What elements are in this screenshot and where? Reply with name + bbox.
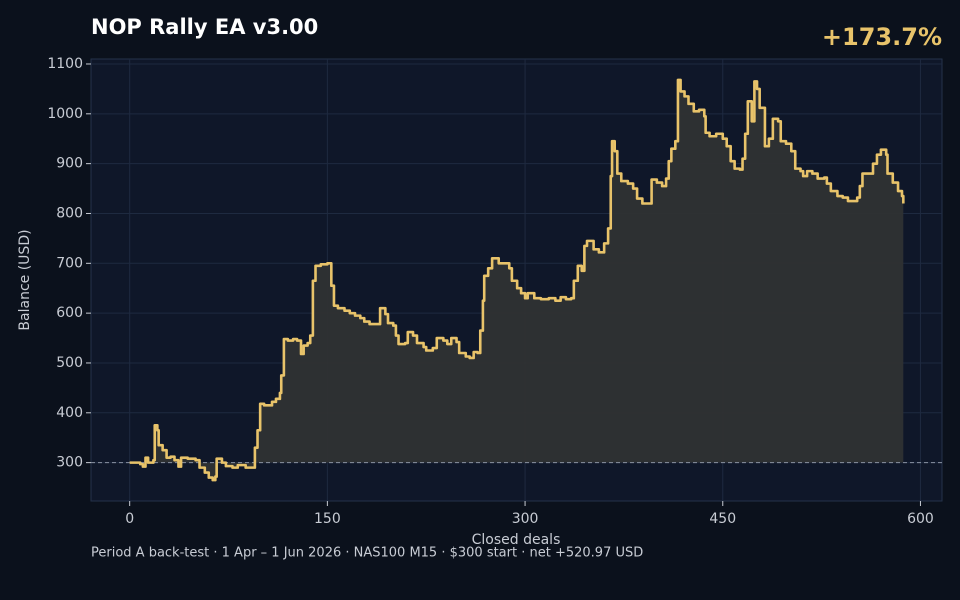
marks <box>91 78 942 482</box>
y-tick-label: 700 <box>56 255 83 271</box>
y-tick-label: 800 <box>56 205 83 221</box>
x-tick-label: 450 <box>709 511 736 527</box>
balance-area <box>129 79 904 481</box>
y-tick-label: 400 <box>56 405 83 421</box>
y-tick-label: 900 <box>56 156 83 172</box>
balance-line <box>129 78 905 482</box>
y-tick-label: 300 <box>56 455 83 471</box>
return-annotation: +173.7% <box>822 23 942 51</box>
chart-title: NOP Rally EA v3.00 <box>91 15 318 39</box>
y-tick-label: 1100 <box>47 56 83 72</box>
y-tick-label: 1000 <box>47 106 83 122</box>
y-tick-label: 500 <box>56 355 83 371</box>
x-tick-label: 300 <box>512 511 539 527</box>
x-tick-label: 150 <box>314 511 341 527</box>
x-tick-label: 600 <box>907 511 934 527</box>
x-axis-label: Closed deals <box>472 532 561 548</box>
x-tick-label: 0 <box>125 511 134 527</box>
footer: Period A back-test · 1 Apr – 1 Jun 2026 … <box>91 546 643 561</box>
y-tick-label: 600 <box>56 305 83 321</box>
y-axis-label: Balance (USD) <box>17 229 33 330</box>
